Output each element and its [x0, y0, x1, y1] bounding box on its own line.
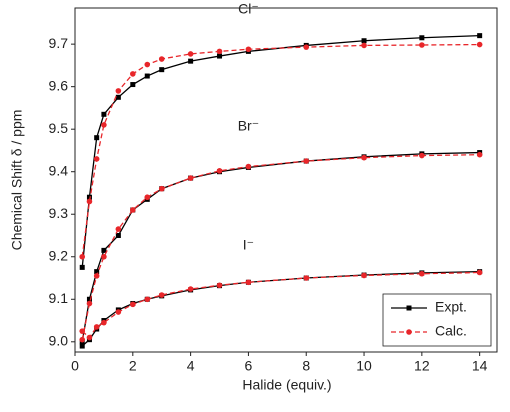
marker — [144, 73, 150, 79]
marker — [419, 35, 425, 41]
legend-label: Expt. — [435, 299, 467, 315]
marker — [79, 264, 85, 270]
marker — [144, 61, 151, 68]
marker — [130, 301, 136, 308]
marker — [115, 94, 121, 100]
marker — [86, 198, 93, 205]
marker — [158, 292, 165, 298]
legend-marker — [406, 329, 412, 335]
group-label: Cl⁻ — [238, 0, 259, 16]
marker — [79, 343, 85, 349]
marker — [101, 247, 107, 253]
marker — [216, 48, 223, 55]
y-tick-label: 9.3 — [49, 205, 69, 221]
x-tick-label: 14 — [472, 358, 488, 374]
plot-frame — [74, 7, 498, 353]
marker — [217, 53, 223, 59]
legend-box — [382, 293, 492, 347]
marker — [101, 253, 107, 260]
marker — [115, 232, 121, 238]
marker — [93, 156, 100, 162]
marker — [159, 67, 165, 73]
marker — [187, 286, 194, 292]
y-tick-label: 9.7 — [49, 35, 69, 51]
marker — [187, 175, 194, 181]
x-tick-label: 2 — [129, 358, 137, 374]
marker — [86, 300, 93, 307]
marker — [245, 163, 252, 170]
marker — [187, 51, 194, 57]
marker — [158, 185, 165, 192]
x-tick-label: 0 — [71, 358, 79, 374]
marker — [115, 226, 122, 232]
marker — [188, 58, 194, 64]
marker — [94, 269, 100, 275]
y-tick-label: 9.4 — [49, 162, 69, 178]
marker — [79, 253, 86, 260]
marker — [245, 279, 252, 286]
marker — [245, 46, 252, 53]
marker — [216, 282, 223, 289]
marker — [476, 151, 483, 158]
group-label: Br⁻ — [238, 117, 259, 133]
marker — [86, 194, 92, 200]
marker — [303, 275, 310, 281]
marker — [477, 33, 483, 39]
marker — [115, 309, 122, 315]
marker — [115, 88, 122, 94]
marker — [79, 328, 86, 334]
marker — [361, 154, 367, 161]
y-tick-label: 9.2 — [49, 247, 69, 263]
y-tick-label: 9.1 — [49, 290, 69, 306]
marker — [101, 122, 107, 128]
marker — [101, 319, 107, 326]
x-tick-label: 10 — [356, 358, 372, 374]
marker — [79, 336, 86, 343]
marker — [419, 152, 425, 159]
y-tick-label: 9.6 — [49, 77, 69, 93]
x-tick-label: 12 — [414, 358, 430, 374]
marker — [419, 42, 425, 48]
marker — [93, 273, 100, 279]
y-tick-label: 9.0 — [49, 332, 69, 348]
marker — [144, 296, 151, 303]
x-tick-label: 6 — [245, 358, 253, 374]
marker — [93, 324, 100, 330]
y-axis-label: Chemical Shift δ / ppm — [9, 110, 25, 251]
marker — [419, 270, 425, 277]
legend-marker — [406, 305, 412, 311]
legend-label: Calc. — [435, 323, 467, 339]
marker — [86, 296, 92, 302]
x-tick-label: 4 — [187, 358, 195, 374]
marker — [144, 194, 151, 201]
marker — [361, 272, 367, 279]
marker — [303, 44, 310, 50]
series-line — [81, 43, 480, 257]
marker — [130, 207, 136, 213]
marker — [216, 168, 223, 174]
marker — [361, 42, 367, 49]
marker — [361, 38, 367, 44]
marker — [130, 71, 136, 77]
group-label: I⁻ — [243, 236, 254, 252]
y-tick-label: 9.5 — [49, 120, 69, 136]
marker — [476, 41, 483, 48]
x-axis-label: Halide (equiv.) — [242, 377, 331, 393]
x-tick-label: 8 — [302, 358, 310, 374]
marker — [94, 135, 100, 141]
marker — [130, 82, 136, 88]
marker — [303, 158, 310, 164]
marker — [476, 269, 483, 276]
marker — [101, 111, 107, 117]
marker — [86, 334, 93, 341]
marker — [158, 56, 165, 62]
